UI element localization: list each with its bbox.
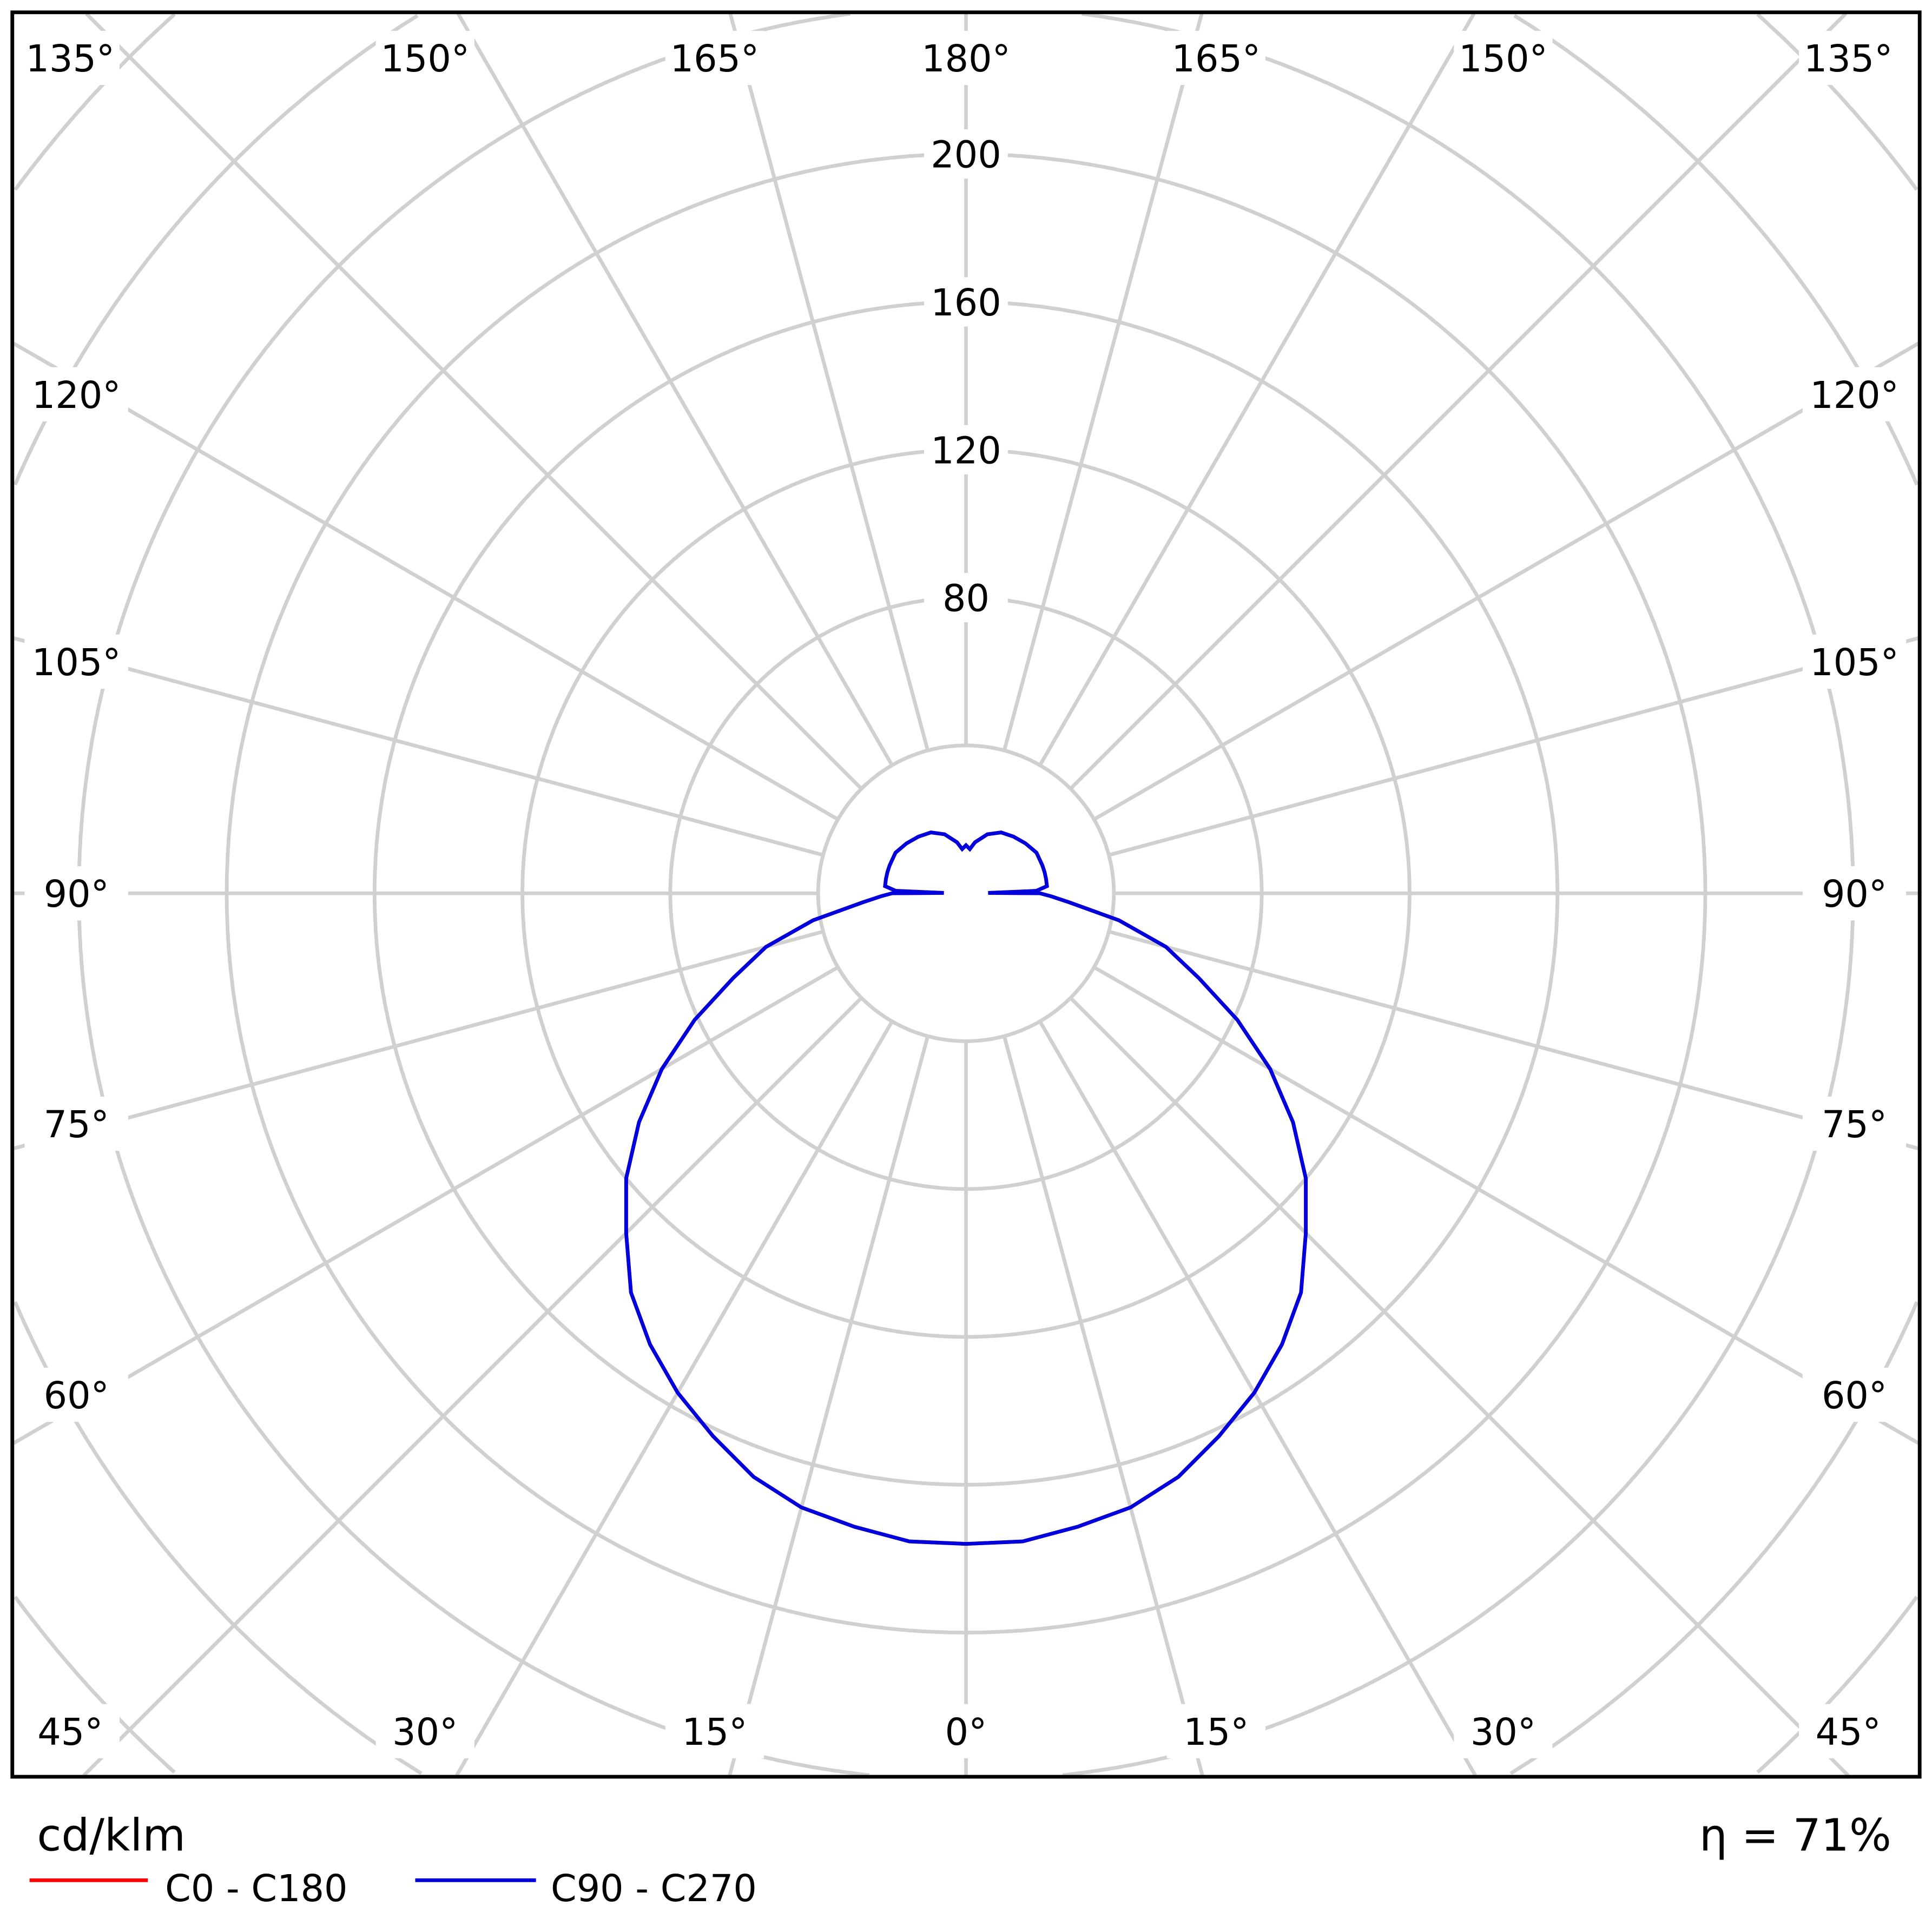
grid-spoke	[13, 929, 824, 1151]
grid-spoke	[455, 1020, 894, 1777]
angle-label: 165°	[670, 38, 760, 81]
angle-label: 30°	[392, 1711, 458, 1754]
angle-label: 135°	[1804, 38, 1893, 81]
angle-labels: 135° 150° 165° 180° 165° 150° 135° 45° 30° 15° 0° 1…	[21, 30, 1907, 1758]
angle-label: 15°	[1183, 1711, 1249, 1754]
curve-c90-c270	[624, 830, 1308, 1546]
grid-spoke	[12, 341, 839, 821]
angle-label: 90°	[1822, 873, 1887, 916]
grid-spoke	[1038, 1020, 1477, 1777]
angle-label: 15°	[682, 1711, 747, 1754]
angle-label: 0°	[945, 1711, 987, 1754]
grid-spoke	[12, 965, 839, 1445]
grid-spoke	[728, 1036, 930, 1776]
legend-label-c0-c180: C0 - C180	[165, 1868, 347, 1910]
angle-label: 60°	[44, 1375, 109, 1417]
grid-spoke	[1002, 1036, 1204, 1776]
grid-spoke	[1108, 929, 1919, 1151]
grid-spoke	[1038, 12, 1476, 767]
grid-spoke	[1069, 996, 1850, 1777]
polar-grid	[12, 12, 1920, 1777]
angle-label: 105°	[32, 642, 121, 684]
angle-label: 45°	[37, 1711, 103, 1754]
angle-label: 90°	[44, 873, 109, 916]
angle-label: 45°	[1816, 1711, 1881, 1754]
grid-spoke	[1093, 341, 1920, 821]
chart-frame	[10, 10, 1922, 1779]
legend: C0 - C180 C90 - C270	[29, 1868, 757, 1910]
curves	[624, 830, 1308, 1546]
angle-label: 180°	[921, 38, 1011, 81]
angle-label: 75°	[1822, 1104, 1887, 1146]
grid-spoke	[1069, 12, 1847, 790]
grid-spoke	[728, 13, 930, 751]
grid-spoke	[456, 12, 894, 767]
angle-label: 165°	[1172, 38, 1261, 81]
radial-tick-label: 120	[931, 430, 1001, 472]
grid-spoke	[1002, 13, 1204, 751]
angle-label: 150°	[380, 38, 470, 81]
angle-label: 135°	[26, 38, 115, 81]
angle-label: 120°	[1810, 374, 1899, 417]
grid-ring	[13, 14, 1919, 1775]
efficiency-label: η = 71%	[1699, 1810, 1891, 1862]
angle-label: 60°	[1822, 1375, 1887, 1417]
grid-spoke	[1108, 636, 1919, 857]
unit-label: cd/klm	[37, 1810, 186, 1862]
radial-tick-label: 80	[942, 578, 990, 621]
angle-label: 105°	[1810, 642, 1899, 684]
grid-spoke	[82, 996, 863, 1777]
grid-ring	[14, 12, 1918, 1774]
angle-label: 150°	[1459, 38, 1548, 81]
angle-label: 30°	[1471, 1711, 1536, 1754]
radial-tick-labels: 80 120 160 200	[924, 129, 1008, 623]
angle-label: 120°	[32, 374, 121, 417]
radial-tick-label: 160	[931, 282, 1001, 325]
angle-label: 75°	[44, 1104, 109, 1146]
grid-spoke	[13, 636, 824, 857]
grid-spoke	[1093, 965, 1920, 1445]
grid-spoke	[85, 12, 863, 790]
legend-label-c90-c270: C90 - C270	[551, 1868, 757, 1910]
radial-tick-label: 200	[931, 134, 1001, 177]
